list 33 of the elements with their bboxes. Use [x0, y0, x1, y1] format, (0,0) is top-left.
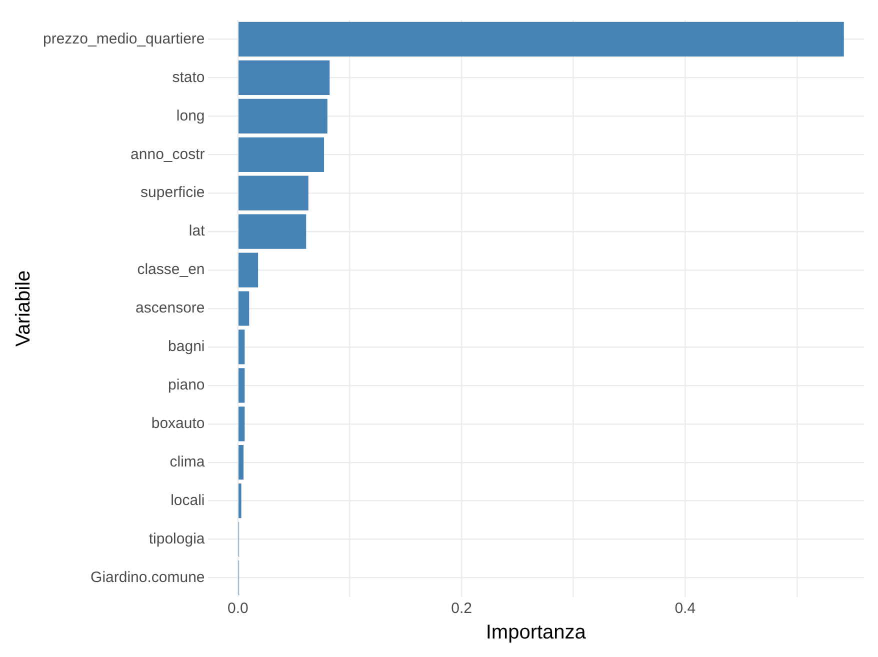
bar	[238, 252, 258, 288]
y-tick-label: boxauto	[151, 415, 205, 432]
bar	[238, 330, 245, 364]
x-tick-label: 0.0	[228, 600, 248, 618]
bar	[238, 98, 328, 134]
x-axis-title: Importanza	[486, 622, 587, 644]
y-tick-label: ascensore	[136, 300, 205, 317]
bar	[238, 22, 844, 57]
bar	[238, 137, 324, 172]
bar	[238, 445, 244, 480]
y-tick-label: prezzo_medio_quartiere	[42, 30, 205, 48]
y-tick-label: classe_en	[137, 261, 205, 278]
y-tick-label: bagni	[168, 338, 205, 356]
y-tick-label: tipologia	[148, 530, 206, 548]
y-tick-label: Giardino.comune	[90, 568, 205, 586]
bar	[238, 176, 308, 210]
bar	[238, 291, 250, 326]
bar	[238, 484, 242, 518]
x-tick-label: 0.2	[451, 600, 472, 618]
bar	[238, 60, 330, 96]
y-tick-label: stato	[172, 68, 205, 86]
bar	[238, 214, 306, 249]
y-tick-label: long	[176, 107, 205, 124]
bar	[238, 368, 245, 403]
y-tick-label: piano	[168, 376, 205, 394]
y-axis-title: Variabile	[12, 270, 35, 347]
y-tick-label: anno_costr	[130, 146, 205, 163]
y-tick-label: clima	[170, 454, 206, 471]
bar	[238, 406, 245, 442]
y-tick-label: superficie	[140, 184, 205, 202]
y-tick-label: locali	[170, 492, 205, 509]
y-tick-label: lat	[188, 222, 206, 240]
x-tick-label: 0.4	[674, 600, 696, 618]
